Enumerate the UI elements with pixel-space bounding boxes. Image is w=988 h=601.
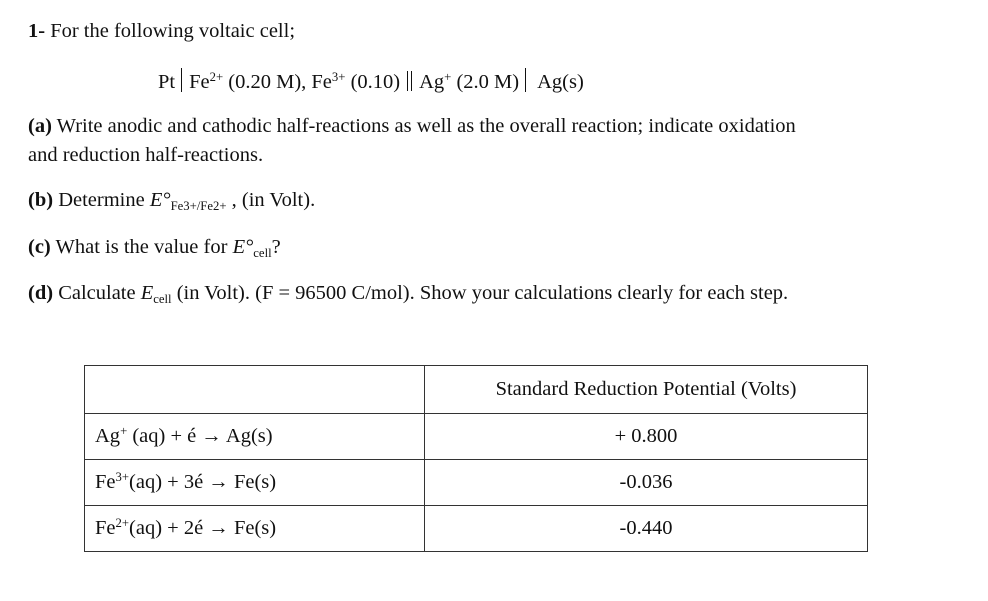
cell-ion3: Ag bbox=[419, 71, 445, 93]
reaction-ion: Ag bbox=[95, 425, 121, 447]
part-c-tail: ? bbox=[271, 236, 281, 258]
part-b-symbol: E° bbox=[149, 189, 171, 211]
cell-ion2-conc: (0.10) bbox=[350, 71, 401, 93]
phase-boundary-2 bbox=[525, 68, 527, 92]
reaction-charge: 3+ bbox=[115, 470, 130, 485]
table-row: Fe2+(aq) + 2é → Fe(s) -0.440 bbox=[84, 505, 868, 552]
part-d-text: Calculate bbox=[53, 282, 141, 304]
header-potential: Standard Reduction Potential (Volts) bbox=[424, 365, 868, 414]
reaction-cell: Ag+ (aq) + é → Ag(s) bbox=[84, 413, 425, 460]
reaction-ion: Fe bbox=[95, 471, 116, 493]
cell-ion1-charge: 2+ bbox=[209, 70, 224, 85]
part-a-text-cont: and reduction half-reactions. bbox=[28, 144, 264, 166]
table-row: Ag+ (aq) + é → Ag(s) + 0.800 bbox=[84, 413, 868, 460]
part-b-text: Determine bbox=[53, 189, 150, 211]
cell-cathode: Ag(s) bbox=[537, 71, 584, 93]
reaction-text: (aq) + 2é → Fe(s) bbox=[129, 517, 277, 539]
reduction-potential-table: Standard Reduction Potential (Volts) Ag+… bbox=[84, 365, 868, 552]
question-intro-text: For the following voltaic cell; bbox=[50, 20, 296, 42]
part-d-subscript: cell bbox=[153, 291, 172, 306]
part-c-symbol: E° bbox=[232, 236, 254, 258]
reaction-text: (aq) + 3é → Fe(s) bbox=[129, 471, 277, 493]
part-b: (b) Determine E°Fe3+/Fe2+ , (in Volt). bbox=[28, 189, 316, 213]
part-b-subscript: Fe3+/Fe2+ bbox=[170, 198, 227, 213]
cell-ion3-conc: (2.0 M) bbox=[456, 71, 520, 93]
part-d-label: (d) bbox=[28, 282, 54, 304]
part-b-tail: , (in Volt). bbox=[226, 189, 316, 211]
reaction-cell: Fe2+(aq) + 2é → Fe(s) bbox=[84, 505, 425, 552]
part-c: (c) What is the value for E°cell? bbox=[28, 236, 281, 260]
cell-notation: Pt Fe2+ (0.20 M), Fe3+ (0.10) Ag+ (2.0 M) … bbox=[158, 68, 584, 94]
reaction-ion: Fe bbox=[95, 517, 116, 539]
reaction-charge: 2+ bbox=[115, 516, 130, 531]
part-c-text: What is the value for bbox=[50, 236, 233, 258]
phase-boundary-1 bbox=[181, 68, 183, 92]
cell-ion1: Fe bbox=[189, 71, 210, 93]
part-a-text: Write anodic and cathodic half-reactions… bbox=[51, 115, 796, 137]
cell-anode: Pt bbox=[158, 71, 176, 93]
cell-ion2: Fe bbox=[311, 71, 332, 93]
cell-ion2-charge: 3+ bbox=[331, 70, 346, 85]
potential-value: -0.440 bbox=[424, 505, 868, 552]
part-d-tail: (in Volt). (F = 96500 C/mol). Show your … bbox=[171, 282, 789, 304]
part-a-line2: and reduction half-reactions. bbox=[28, 144, 263, 167]
header-empty-cell bbox=[84, 365, 425, 414]
part-a-line1: (a) Write anodic and cathodic half-react… bbox=[28, 115, 796, 138]
part-c-subscript: cell bbox=[253, 245, 272, 260]
cell-ion3-charge: + bbox=[444, 70, 452, 85]
part-d: (d) Calculate Ecell (in Volt). (F = 9650… bbox=[28, 282, 789, 306]
reaction-cell: Fe3+(aq) + 3é → Fe(s) bbox=[84, 459, 425, 506]
part-c-label: (c) bbox=[28, 236, 51, 258]
part-a-label: (a) bbox=[28, 115, 52, 137]
part-b-label: (b) bbox=[28, 189, 54, 211]
salt-bridge bbox=[407, 71, 413, 91]
part-d-symbol: E bbox=[140, 282, 154, 304]
potential-value: -0.036 bbox=[424, 459, 868, 506]
table-header-row: Standard Reduction Potential (Volts) bbox=[84, 365, 868, 414]
reaction-text: (aq) + é → Ag(s) bbox=[127, 425, 273, 447]
question-intro: 1- For the following voltaic cell; bbox=[28, 20, 295, 43]
reaction-charge: + bbox=[120, 424, 128, 439]
potential-value: + 0.800 bbox=[424, 413, 868, 460]
question-number: 1- bbox=[28, 20, 46, 42]
cell-ion1-conc: (0.20 M), bbox=[228, 71, 312, 93]
table-row: Fe3+(aq) + 3é → Fe(s) -0.036 bbox=[84, 459, 868, 506]
